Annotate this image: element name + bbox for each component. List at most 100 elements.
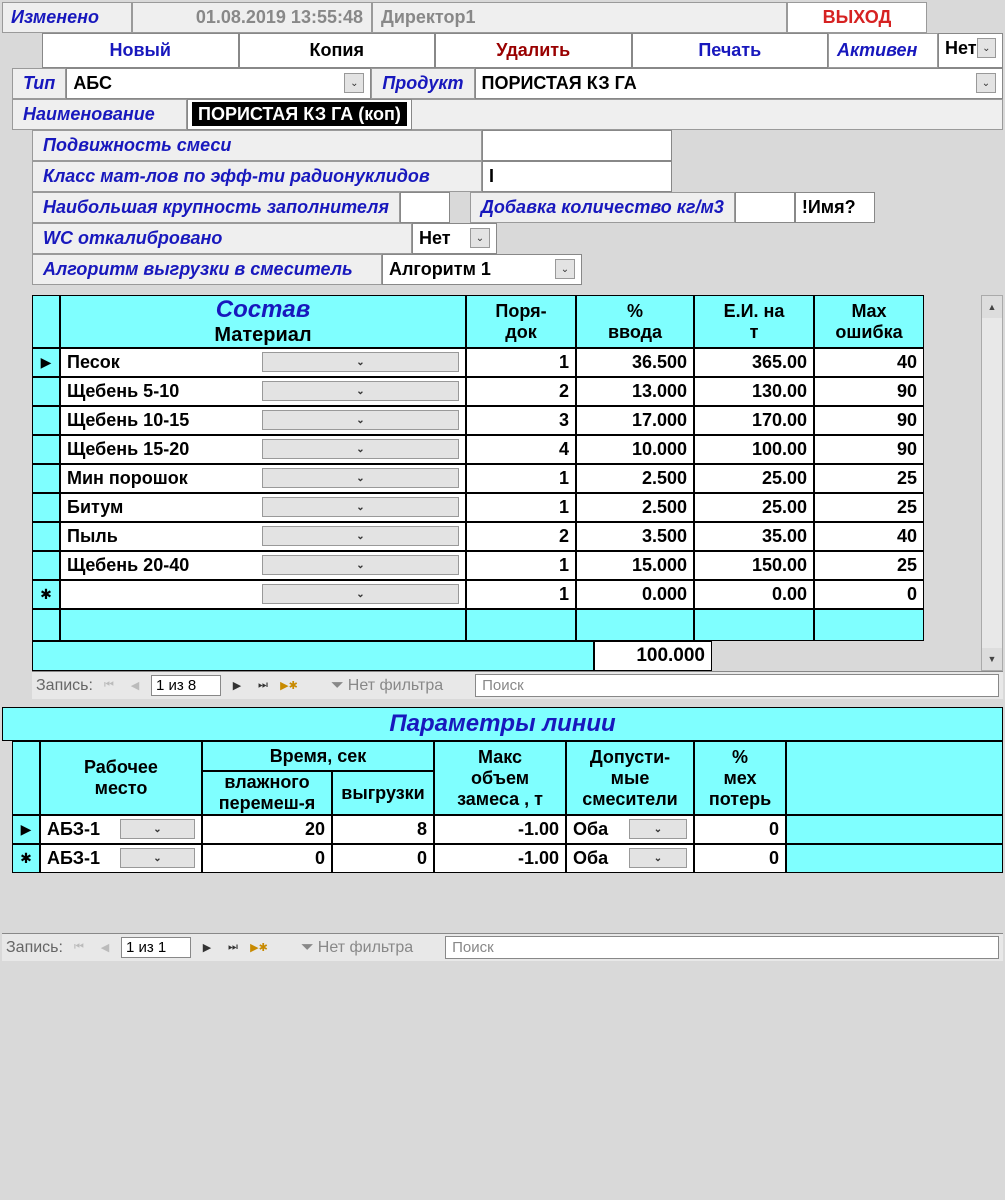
coarse-input[interactable] — [400, 192, 450, 223]
nav-prev-icon[interactable]: ◀ — [125, 676, 145, 696]
order-cell[interactable]: 1 — [466, 493, 576, 522]
active-dropdown[interactable]: Нет⌄ — [938, 33, 1003, 68]
order-cell[interactable]: 1 — [466, 464, 576, 493]
scroll-down-icon[interactable]: ▼ — [982, 648, 1002, 670]
percent-cell[interactable]: 36.500 — [576, 348, 694, 377]
material-cell[interactable]: Пыль⌄ — [60, 522, 466, 551]
maxvol-cell[interactable]: -1.00 — [434, 815, 566, 844]
table-row[interactable]: Битум⌄12.50025.0025 — [32, 493, 981, 522]
chevron-down-icon[interactable]: ⌄ — [262, 584, 459, 604]
name-input[interactable]: ПОРИСТАЯ КЗ ГА (коп) — [187, 99, 412, 130]
err-cell[interactable]: 90 — [814, 406, 924, 435]
nav-prev-icon[interactable]: ◀ — [95, 938, 115, 958]
mech-cell[interactable]: 0 — [694, 844, 786, 873]
percent-cell[interactable]: 15.000 — [576, 551, 694, 580]
nav-new-icon[interactable]: ▶✱ — [279, 676, 299, 696]
vertical-scrollbar[interactable]: ▲ ▼ — [981, 295, 1003, 671]
order-cell[interactable]: 2 — [466, 522, 576, 551]
err-cell[interactable]: 25 — [814, 464, 924, 493]
err-cell[interactable]: 25 — [814, 493, 924, 522]
order-cell[interactable]: 1 — [466, 580, 576, 609]
chevron-down-icon[interactable]: ⌄ — [120, 819, 195, 839]
order-cell[interactable]: 4 — [466, 435, 576, 464]
nav-new-icon[interactable]: ▶✱ — [249, 938, 269, 958]
exit-button[interactable]: ВЫХОД — [787, 2, 927, 33]
algo-dropdown[interactable]: Алгоритм 1⌄ — [382, 254, 582, 285]
nav-first-icon[interactable]: ⏮ — [69, 938, 89, 958]
ei-cell[interactable]: 130.00 — [694, 377, 814, 406]
material-cell[interactable]: Щебень 10-15⌄ — [60, 406, 466, 435]
nav-next-icon[interactable]: ▶ — [227, 676, 247, 696]
row-selector[interactable] — [32, 522, 60, 551]
table-row[interactable]: ✱⌄10.0000.000 — [32, 580, 981, 609]
chevron-down-icon[interactable]: ⌄ — [262, 381, 459, 401]
err-cell[interactable]: 40 — [814, 348, 924, 377]
additive-input[interactable] — [735, 192, 795, 223]
material-cell[interactable]: Песок⌄ — [60, 348, 466, 377]
ei-cell[interactable]: 150.00 — [694, 551, 814, 580]
nav-first-icon[interactable]: ⏮ — [99, 676, 119, 696]
workplace-cell[interactable]: АБЗ-1⌄ — [40, 815, 202, 844]
record-input[interactable]: 1 из 1 — [121, 937, 191, 958]
order-cell[interactable]: 3 — [466, 406, 576, 435]
percent-cell[interactable]: 2.500 — [576, 464, 694, 493]
err-cell[interactable]: 25 — [814, 551, 924, 580]
chevron-down-icon[interactable]: ⌄ — [629, 848, 687, 868]
table-row[interactable]: Щебень 20-40⌄115.000150.0025 — [32, 551, 981, 580]
row-selector[interactable] — [32, 435, 60, 464]
row-selector[interactable]: ▶ — [12, 815, 40, 844]
ei-cell[interactable]: 170.00 — [694, 406, 814, 435]
mixer-cell[interactable]: Оба⌄ — [566, 844, 694, 873]
search-input[interactable]: Поиск — [445, 936, 999, 959]
new-button[interactable]: Новый — [42, 33, 239, 68]
nav-last-icon[interactable]: ⏭ — [253, 676, 273, 696]
order-cell[interactable]: 2 — [466, 377, 576, 406]
table-row[interactable]: Мин порошок⌄12.50025.0025 — [32, 464, 981, 493]
delete-button[interactable]: Удалить — [435, 33, 632, 68]
print-button[interactable]: Печать — [632, 33, 829, 68]
mixer-cell[interactable]: Оба⌄ — [566, 815, 694, 844]
unload-cell[interactable]: 8 — [332, 815, 434, 844]
err-cell[interactable]: 90 — [814, 377, 924, 406]
chevron-down-icon[interactable]: ⌄ — [262, 410, 459, 430]
table-row[interactable]: ▶АБЗ-1⌄208-1.00Оба⌄0 — [12, 815, 1003, 844]
ei-cell[interactable]: 35.00 — [694, 522, 814, 551]
row-selector[interactable]: ✱ — [32, 580, 60, 609]
chevron-down-icon[interactable]: ⌄ — [262, 439, 459, 459]
chevron-down-icon[interactable]: ⌄ — [120, 848, 195, 868]
class-input[interactable]: I — [482, 161, 672, 192]
err-cell[interactable]: 90 — [814, 435, 924, 464]
material-cell[interactable]: Битум⌄ — [60, 493, 466, 522]
table-row[interactable]: Щебень 10-15⌄317.000170.0090 — [32, 406, 981, 435]
mech-cell[interactable]: 0 — [694, 815, 786, 844]
row-selector[interactable] — [32, 406, 60, 435]
ei-cell[interactable]: 25.00 — [694, 464, 814, 493]
percent-cell[interactable]: 0.000 — [576, 580, 694, 609]
ei-cell[interactable]: 25.00 — [694, 493, 814, 522]
row-selector[interactable] — [32, 377, 60, 406]
percent-cell[interactable]: 10.000 — [576, 435, 694, 464]
wc-dropdown[interactable]: Нет⌄ — [412, 223, 497, 254]
workplace-cell[interactable]: АБЗ-1⌄ — [40, 844, 202, 873]
wet-cell[interactable]: 20 — [202, 815, 332, 844]
table-row[interactable]: Щебень 15-20⌄410.000100.0090 — [32, 435, 981, 464]
table-row[interactable]: Щебень 5-10⌄213.000130.0090 — [32, 377, 981, 406]
order-cell[interactable]: 1 — [466, 551, 576, 580]
row-selector[interactable]: ✱ — [12, 844, 40, 873]
mobility-input[interactable] — [482, 130, 672, 161]
percent-cell[interactable]: 3.500 — [576, 522, 694, 551]
ei-cell[interactable]: 365.00 — [694, 348, 814, 377]
chevron-down-icon[interactable]: ⌄ — [262, 497, 459, 517]
row-selector[interactable] — [32, 493, 60, 522]
err-cell[interactable]: 0 — [814, 580, 924, 609]
row-selector[interactable] — [32, 551, 60, 580]
chevron-down-icon[interactable]: ⌄ — [262, 352, 459, 372]
table-row[interactable]: ✱АБЗ-1⌄00-1.00Оба⌄0 — [12, 844, 1003, 873]
wet-cell[interactable]: 0 — [202, 844, 332, 873]
material-cell[interactable]: Щебень 5-10⌄ — [60, 377, 466, 406]
row-selector[interactable]: ▶ — [32, 348, 60, 377]
ei-cell[interactable]: 0.00 — [694, 580, 814, 609]
material-cell[interactable]: Мин порошок⌄ — [60, 464, 466, 493]
percent-cell[interactable]: 2.500 — [576, 493, 694, 522]
nav-next-icon[interactable]: ▶ — [197, 938, 217, 958]
